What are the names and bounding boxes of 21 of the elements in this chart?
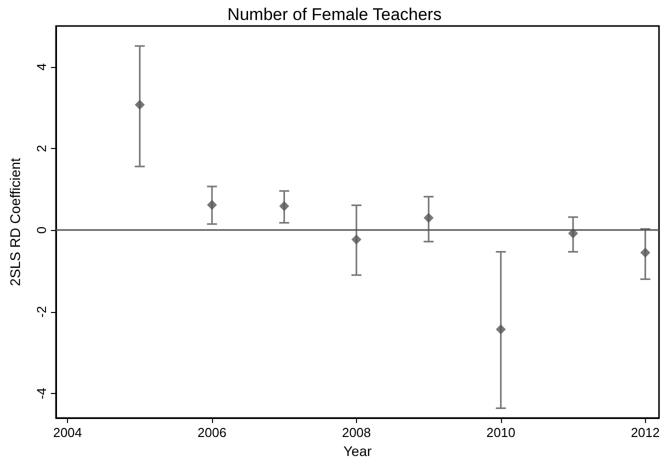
point — [134, 100, 145, 110]
chart-title: Number of Female Teachers — [227, 5, 442, 24]
x-tick-label: 2004 — [53, 425, 82, 440]
x-tick-label: 2012 — [630, 425, 660, 440]
x-tick-label: 2010 — [486, 425, 516, 440]
point — [279, 201, 290, 212]
point — [568, 228, 578, 238]
y-axis-title: 2SLS RD Coefficient — [7, 158, 23, 286]
y-tick-label: 0 — [34, 226, 49, 234]
point — [351, 234, 362, 245]
y-tick-label: -4 — [34, 388, 49, 400]
point — [206, 200, 217, 210]
y-tick-label: 2 — [34, 144, 49, 152]
y-tick-label: -2 — [34, 306, 49, 318]
x-tick-label: 2006 — [198, 425, 226, 440]
y-tick-label: 4 — [34, 63, 49, 70]
point — [496, 324, 506, 334]
x-tick-label: 2008 — [342, 425, 371, 440]
point — [640, 248, 650, 258]
point — [424, 212, 434, 223]
x-axis-title: Year — [343, 442, 372, 459]
